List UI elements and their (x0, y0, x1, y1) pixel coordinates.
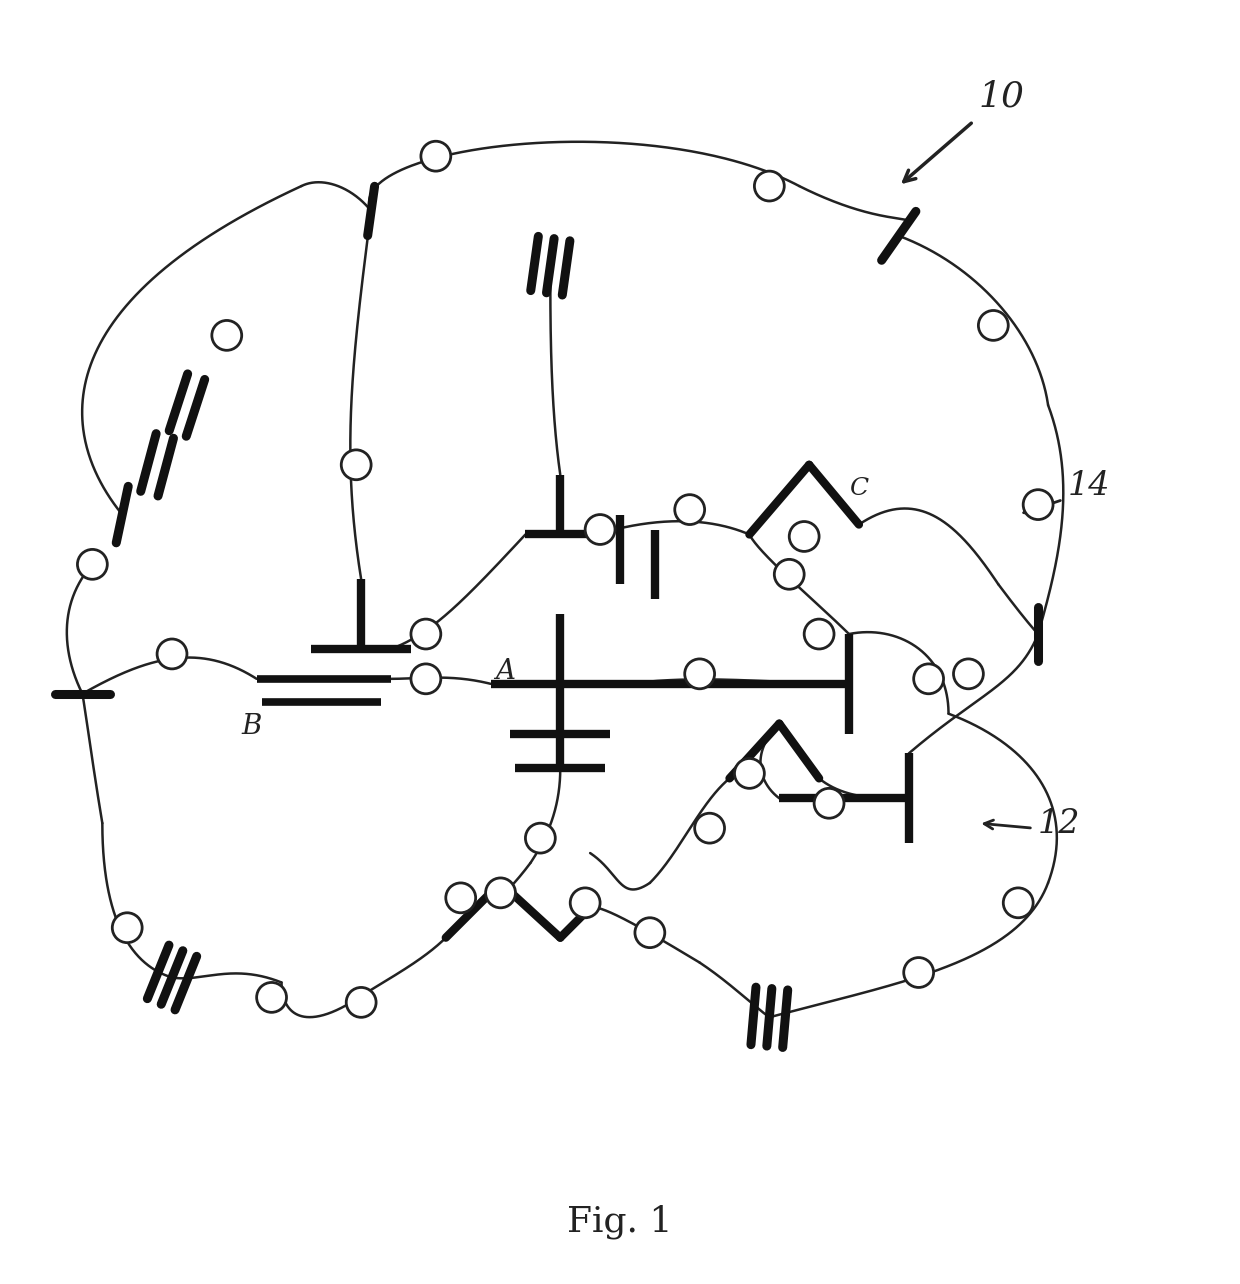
Circle shape (570, 889, 600, 918)
Circle shape (675, 494, 704, 525)
Circle shape (694, 813, 724, 844)
Circle shape (684, 659, 714, 688)
Circle shape (113, 913, 143, 942)
Text: B: B (242, 713, 262, 740)
Circle shape (635, 918, 665, 948)
Circle shape (446, 883, 476, 913)
Circle shape (526, 823, 556, 853)
Circle shape (914, 664, 944, 693)
Text: 14: 14 (1068, 470, 1111, 502)
Circle shape (1003, 889, 1033, 918)
Circle shape (410, 664, 440, 693)
Circle shape (157, 639, 187, 669)
Circle shape (954, 659, 983, 688)
Text: 12: 12 (1038, 808, 1080, 840)
Circle shape (978, 311, 1008, 340)
Circle shape (420, 141, 451, 171)
Circle shape (212, 321, 242, 351)
Circle shape (585, 515, 615, 544)
Circle shape (774, 560, 805, 589)
Circle shape (410, 619, 440, 648)
Text: 10: 10 (978, 80, 1024, 113)
Circle shape (815, 788, 844, 818)
Text: Fig. 1: Fig. 1 (567, 1204, 673, 1239)
Circle shape (754, 171, 784, 202)
Circle shape (257, 982, 286, 1012)
Circle shape (486, 878, 516, 908)
Circle shape (77, 550, 108, 579)
Circle shape (341, 449, 371, 480)
Text: A: A (496, 657, 516, 684)
Circle shape (346, 987, 376, 1017)
Circle shape (904, 958, 934, 987)
Circle shape (789, 521, 820, 551)
Text: C: C (849, 476, 868, 499)
Circle shape (805, 619, 835, 648)
Circle shape (1023, 489, 1053, 520)
Circle shape (734, 759, 764, 788)
